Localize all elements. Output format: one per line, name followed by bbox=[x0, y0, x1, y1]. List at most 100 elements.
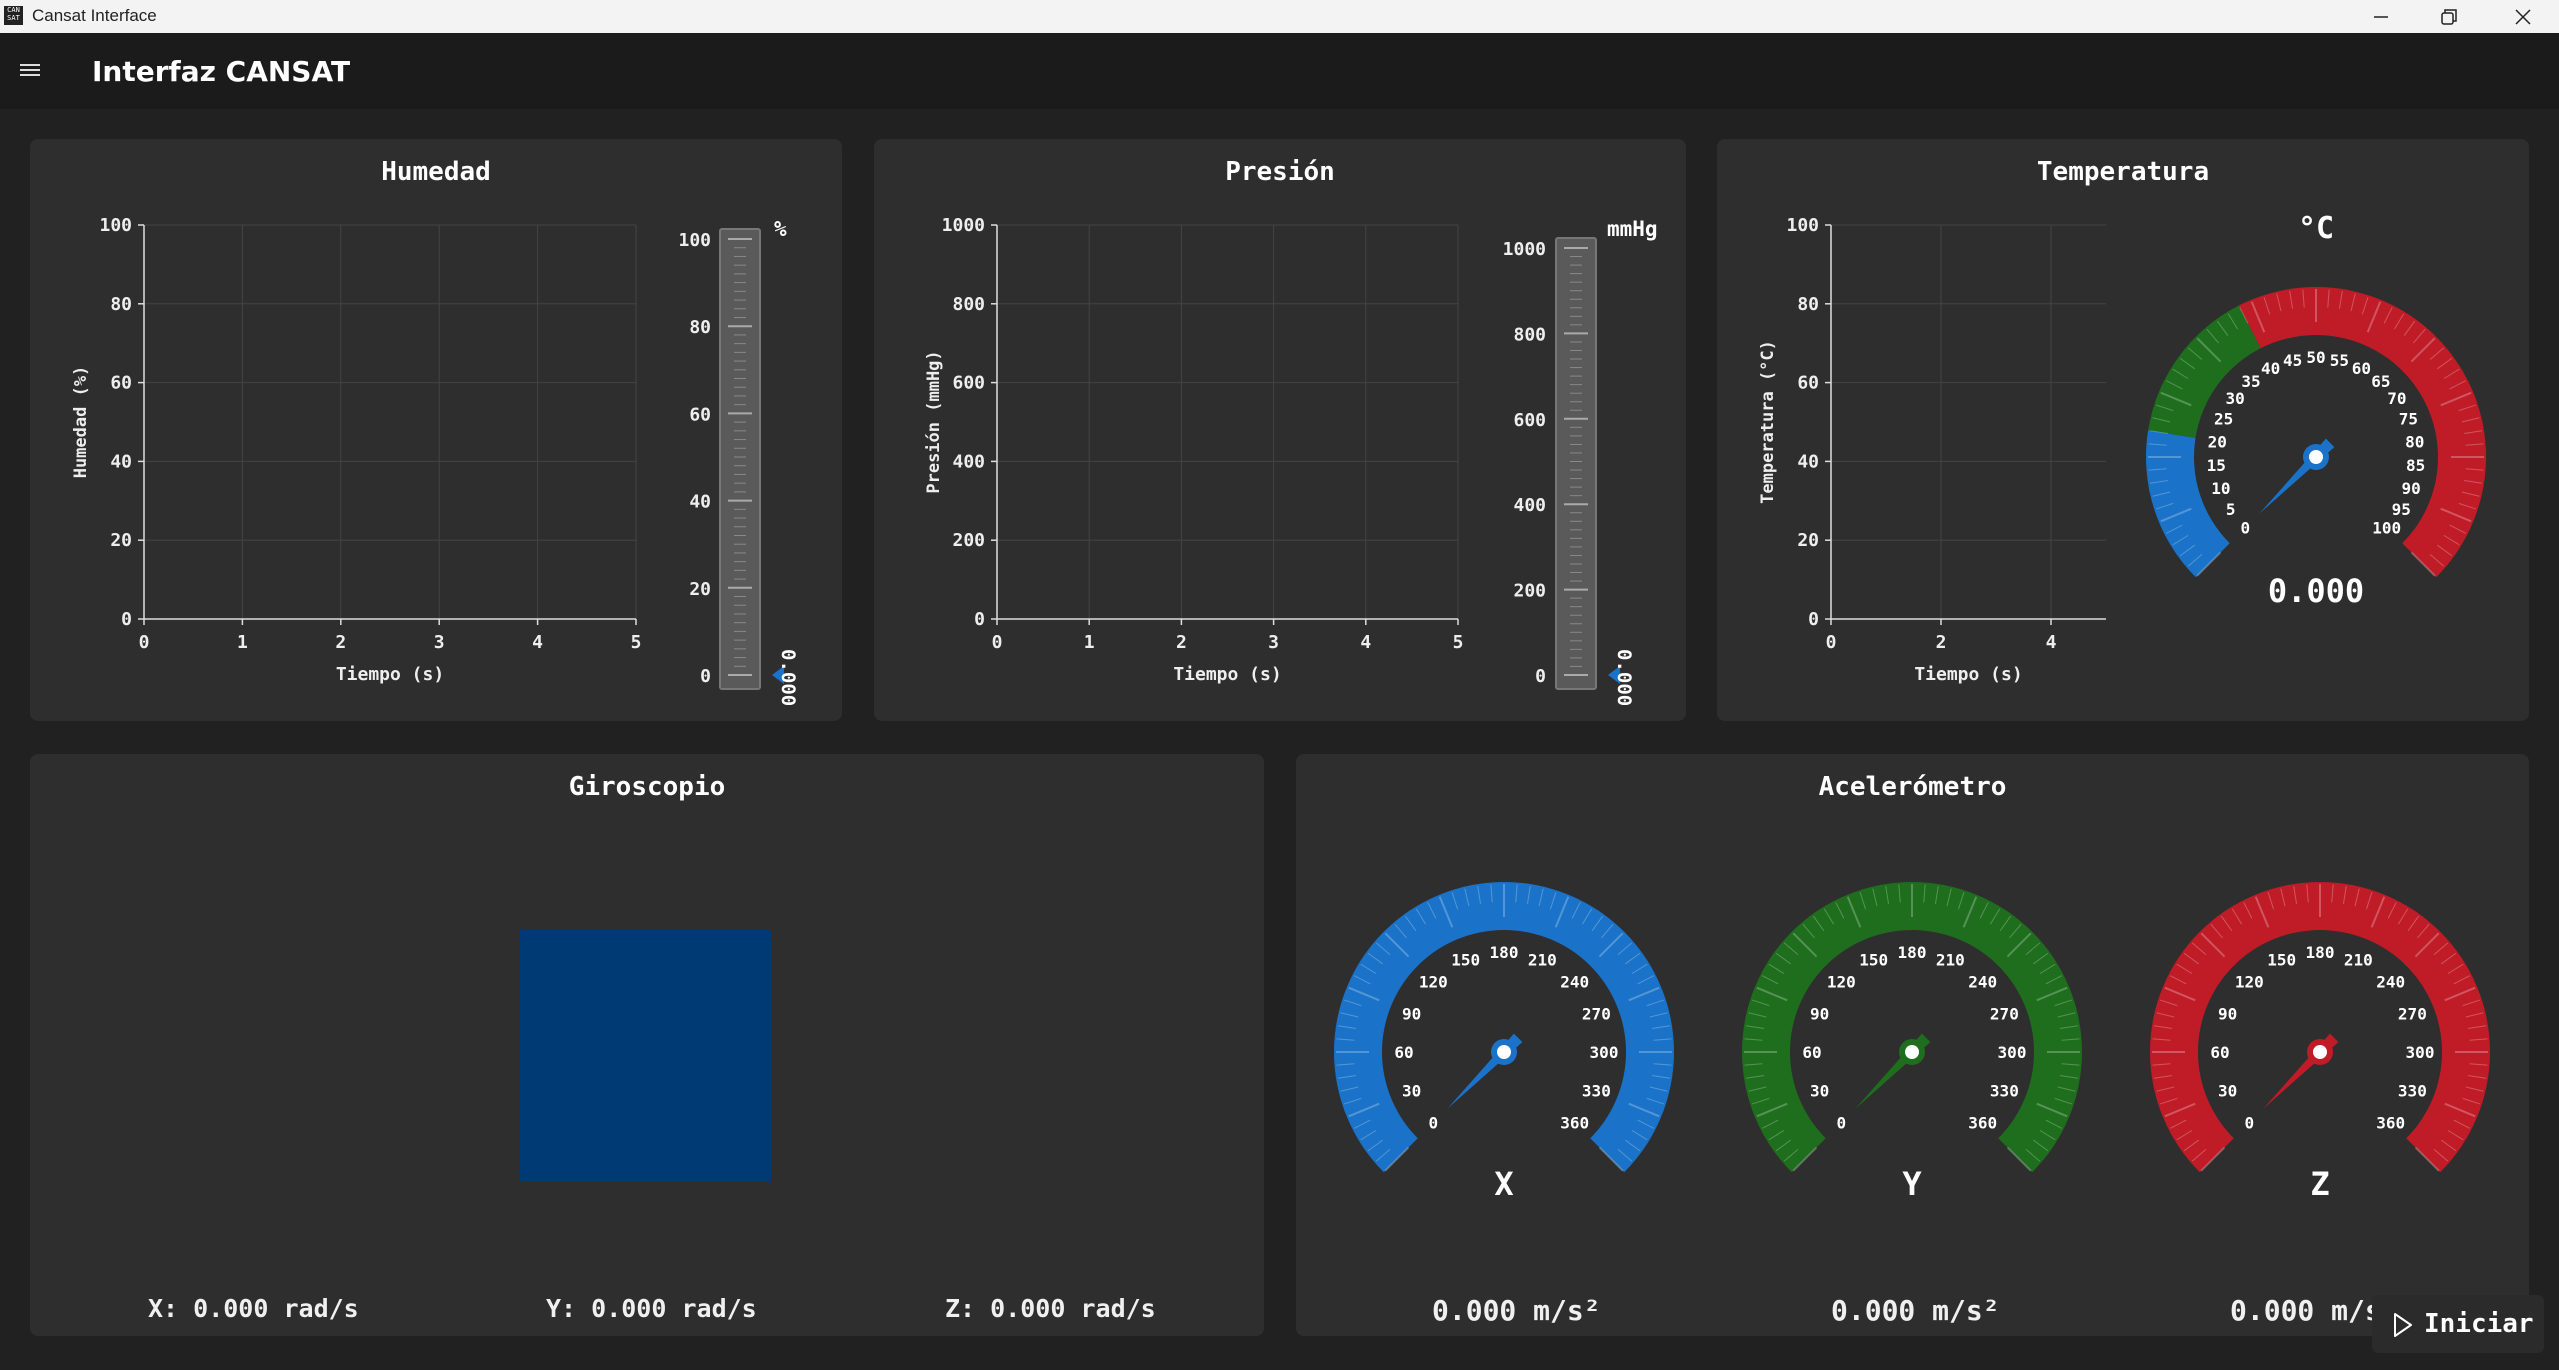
gauge-tick bbox=[2220, 915, 2233, 931]
gauge-tick bbox=[2025, 942, 2041, 955]
gauge-tick bbox=[1745, 1025, 1764, 1030]
accelerometer-z-value: 0.000 m/s² bbox=[2230, 1294, 2399, 1327]
gauge-label: 60 bbox=[1394, 1043, 1413, 1062]
x-tick-label: 3 bbox=[434, 632, 445, 653]
app-icon: CAN SAT bbox=[4, 6, 23, 25]
gauge-label: 240 bbox=[1968, 972, 1997, 991]
gauge-tick bbox=[1538, 888, 1544, 907]
gyroscope-title: Giroscopio bbox=[568, 772, 726, 802]
window-titlebar: CAN SAT Cansat Interface bbox=[0, 0, 2559, 33]
gauge-tick bbox=[1999, 915, 2012, 931]
gauge-tick bbox=[1934, 885, 1939, 904]
gauge-tick bbox=[1438, 896, 1454, 928]
gauge-arc bbox=[1334, 882, 1674, 1173]
start-button[interactable]: Iniciar bbox=[2372, 1295, 2544, 1353]
gauge-tick bbox=[1581, 908, 1593, 925]
gauge-tick bbox=[1752, 1097, 1770, 1105]
gauge-tick bbox=[2164, 1102, 2196, 1118]
gauge-tick bbox=[2152, 1038, 2171, 1041]
gauge-tick bbox=[2462, 1097, 2480, 1105]
gauge-tick bbox=[1745, 1074, 1764, 1079]
gauge-label: 150 bbox=[1451, 951, 1480, 970]
gauge-tick bbox=[2153, 1074, 2172, 1079]
gauge-tick bbox=[1885, 885, 1890, 904]
gauge-tick bbox=[1628, 986, 1660, 1002]
x-tick-label: 3 bbox=[1268, 632, 1279, 653]
gyroscope-cube bbox=[520, 930, 772, 1182]
gauge-tick bbox=[1571, 902, 1581, 919]
gauge-title: Z bbox=[2310, 1165, 2329, 1203]
gauge-tick bbox=[1354, 1119, 1371, 1129]
hamburger-menu-icon[interactable] bbox=[20, 61, 48, 81]
gauge-tick bbox=[2060, 1025, 2079, 1030]
gauge-label: 240 bbox=[1560, 972, 1589, 991]
x-tick-label: 0 bbox=[992, 632, 1003, 653]
gauge-tick bbox=[1846, 896, 1862, 928]
gauge-tick bbox=[1617, 1149, 1633, 1162]
gauge-tick bbox=[2025, 1149, 2041, 1162]
gauge-label: 0 bbox=[1836, 1114, 1846, 1133]
gauge-tick bbox=[2469, 1038, 2488, 1041]
gauge-label: 120 bbox=[1419, 972, 1448, 991]
gauge-tick bbox=[1859, 892, 1867, 910]
gauge-tick bbox=[1792, 932, 1818, 958]
x-axis-label: Tiempo (s) bbox=[1914, 664, 2022, 685]
gauge-tick bbox=[1872, 888, 1878, 907]
gauge-label: 0 bbox=[2244, 1114, 2254, 1133]
gauge-tick bbox=[2441, 1139, 2457, 1152]
gauge-tick bbox=[2191, 1149, 2207, 1162]
gauge-tick bbox=[2444, 986, 2476, 1002]
gauge-tick bbox=[2433, 942, 2449, 955]
gauge-tick bbox=[2191, 942, 2207, 955]
gauge-tick bbox=[2453, 975, 2470, 985]
y-tick-label: 100 bbox=[99, 215, 132, 236]
gauge-tick bbox=[2243, 902, 2253, 919]
y-tick-label: 200 bbox=[952, 530, 985, 551]
gauge-tick bbox=[2387, 902, 2397, 919]
gauge-label: 30 bbox=[1402, 1081, 1421, 1100]
gauge-label: 90 bbox=[1402, 1005, 1421, 1024]
gauge-tick bbox=[1637, 975, 1654, 985]
y-tick-label: 0 bbox=[1808, 609, 1819, 630]
gauge-tick bbox=[2462, 999, 2480, 1007]
gauge-tick bbox=[1625, 1139, 1641, 1152]
y-tick-label: 0 bbox=[121, 609, 132, 630]
gauge-tick bbox=[2306, 884, 2309, 903]
gauge-tick bbox=[1649, 1086, 1668, 1092]
gauge-tick bbox=[2354, 888, 2360, 907]
gauge-tick bbox=[1617, 942, 1633, 955]
gauge-tick bbox=[1336, 1038, 1355, 1041]
restore-button[interactable] bbox=[2415, 0, 2483, 33]
y-axis-label: Presión (mmHg) bbox=[924, 350, 944, 493]
gauge-tick bbox=[1756, 1102, 1788, 1118]
gauge-tick bbox=[1762, 1119, 1779, 1129]
gauge-tick bbox=[2468, 1074, 2487, 1079]
gauge-tick bbox=[2164, 986, 2196, 1002]
gauge-label: 180 bbox=[2306, 943, 2335, 962]
gauge-label: 300 bbox=[1590, 1043, 1619, 1062]
gauge-tick bbox=[1748, 1086, 1767, 1092]
gauge-tick bbox=[1775, 952, 1791, 965]
gauge-tick bbox=[2414, 932, 2440, 958]
x-tick-label: 5 bbox=[1453, 632, 1464, 653]
close-button[interactable] bbox=[2489, 0, 2557, 33]
minimize-button[interactable] bbox=[2347, 0, 2415, 33]
pressure-chart: 0 200 400 600 800 1000 0 1 2 3 4 5 Tiempo (s) Presión… bbox=[924, 215, 1464, 685]
gauge-tick bbox=[1336, 1063, 1355, 1066]
start-button-label: Iniciar bbox=[2424, 1309, 2534, 1339]
gauge-tick bbox=[2170, 1119, 2187, 1129]
gauge-tick bbox=[2469, 1063, 2488, 1066]
gauge-tick bbox=[1384, 1146, 1410, 1172]
gauge-label: 90 bbox=[1810, 1005, 1829, 1024]
temperature-chart: 0 20 40 60 80 100 0 2 4 Tiempo (s) Temperatura (°C… bbox=[1758, 215, 2106, 685]
gauge-label: 270 bbox=[1990, 1005, 2019, 1024]
gauge-tick bbox=[2370, 896, 2386, 928]
gauge-tick bbox=[1515, 884, 1518, 903]
gauge-tick bbox=[2254, 896, 2270, 928]
gauge-tick bbox=[1344, 999, 1362, 1007]
gauge-label: 60 bbox=[1802, 1043, 1821, 1062]
gauge-tick bbox=[1646, 999, 1664, 1007]
gauge-hub-center bbox=[1905, 1045, 1919, 1059]
gauge-label: 210 bbox=[1936, 951, 1965, 970]
